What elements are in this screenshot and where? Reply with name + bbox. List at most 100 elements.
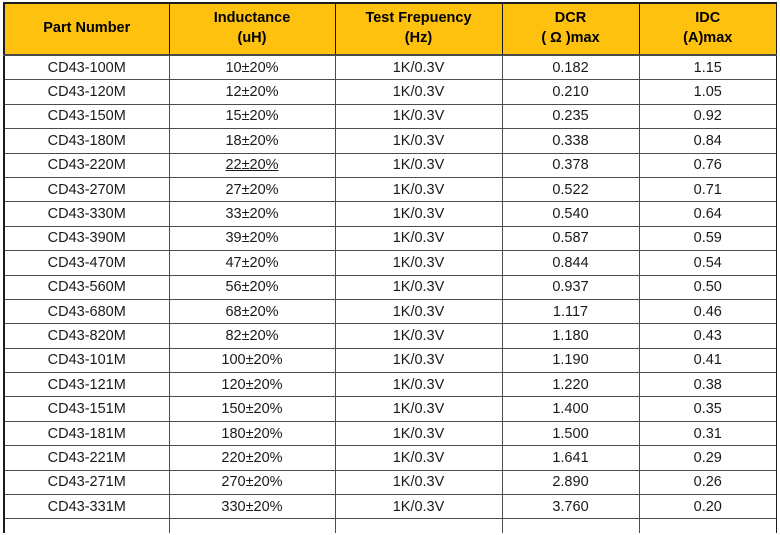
cell-idc: 0.29	[638, 445, 777, 471]
cell-test-frequency: 1K/0.3V	[334, 79, 503, 105]
col-header-line2: (uH)	[237, 30, 267, 46]
cell-test-frequency: 1K/0.3V	[334, 225, 503, 252]
cell-part-number: CD43-100M	[3, 54, 170, 81]
cell-idc: 0.54	[638, 250, 777, 276]
table-row: CD43-390M 39±20% 1K/0.3V 0.587 0.59	[3, 225, 777, 252]
col-header-line2: (Hz)	[404, 30, 433, 46]
cell-dcr: 0.378	[501, 152, 640, 178]
cell-idc: 0.76	[638, 152, 777, 178]
cutoff-row	[3, 518, 777, 534]
col-header-line1: Inductance	[213, 10, 291, 27]
cell-inductance: 10±20%	[168, 54, 336, 81]
cell-inductance: 120±20%	[168, 372, 336, 398]
cell-test-frequency: 1K/0.3V	[334, 396, 503, 422]
cell-test-frequency	[334, 518, 503, 534]
cell-inductance: 270±20%	[168, 469, 336, 496]
cell-part-number: CD43-390M	[3, 225, 170, 252]
table-row: CD43-560M 56±20% 1K/0.3V 0.937 0.50	[3, 274, 777, 300]
col-header-line2: ( Ω )max	[541, 30, 600, 46]
table-row: CD43-330M 33±20% 1K/0.3V 0.540 0.64	[3, 201, 777, 227]
cell-test-frequency: 1K/0.3V	[334, 274, 503, 300]
cell-part-number: CD43-181M	[3, 420, 170, 447]
table-row: CD43-220M 22±20% 1K/0.3V 0.378 0.76	[3, 152, 777, 178]
table-row: CD43-180M 18±20% 1K/0.3V 0.338 0.84	[3, 128, 777, 154]
cell-test-frequency: 1K/0.3V	[334, 469, 503, 496]
table-row: CD43-100M 10±20% 1K/0.3V 0.182 1.15	[3, 54, 777, 81]
cell-test-frequency: 1K/0.3V	[334, 494, 503, 520]
cell-dcr: 0.587	[501, 225, 640, 252]
table-row: CD43-270M 27±20% 1K/0.3V 0.522 0.71	[3, 176, 777, 203]
table-row: CD43-470M 47±20% 1K/0.3V 0.844 0.54	[3, 250, 777, 276]
cell-part-number: CD43-560M	[3, 274, 170, 300]
table-row: CD43-271M 270±20% 1K/0.3V 2.890 0.26	[3, 469, 777, 496]
cell-idc	[638, 518, 777, 534]
cell-inductance: 12±20%	[168, 79, 336, 105]
cell-part-number: CD43-330M	[3, 201, 170, 227]
table-body: CD43-100M 10±20% 1K/0.3V 0.182 1.15 CD43…	[3, 54, 777, 534]
cell-part-number: CD43-680M	[3, 298, 170, 325]
col-header-line1: Test Frepuency	[365, 10, 472, 27]
cell-idc: 0.64	[638, 201, 777, 227]
cell-inductance: 180±20%	[168, 420, 336, 447]
cell-test-frequency: 1K/0.3V	[334, 372, 503, 398]
cell-part-number: CD43-271M	[3, 469, 170, 496]
cell-test-frequency: 1K/0.3V	[334, 128, 503, 154]
cell-test-frequency: 1K/0.3V	[334, 347, 503, 374]
cell-inductance: 330±20%	[168, 494, 336, 520]
cell-inductance: 39±20%	[168, 225, 336, 252]
col-header-test-frequency: Test Frepuency (Hz)	[334, 2, 503, 56]
cell-part-number: CD43-101M	[3, 347, 170, 374]
cell-part-number: CD43-220M	[3, 152, 170, 178]
cell-part-number: CD43-150M	[3, 103, 170, 130]
cell-inductance: 150±20%	[168, 396, 336, 422]
cell-idc: 0.46	[638, 298, 777, 325]
cell-dcr: 1.190	[501, 347, 640, 374]
cell-idc: 0.43	[638, 323, 777, 349]
cell-dcr: 1.220	[501, 372, 640, 398]
cell-inductance	[168, 518, 336, 534]
cell-idc: 1.05	[638, 79, 777, 105]
cell-inductance: 27±20%	[168, 176, 336, 203]
cell-inductance: 15±20%	[168, 103, 336, 130]
cell-dcr: 1.500	[501, 420, 640, 447]
cell-part-number	[3, 518, 170, 534]
cell-idc: 0.59	[638, 225, 777, 252]
cell-test-frequency: 1K/0.3V	[334, 152, 503, 178]
cell-test-frequency: 1K/0.3V	[334, 420, 503, 447]
cell-dcr: 0.522	[501, 176, 640, 203]
header-row: Part Number Inductance (uH) Test Frepuen…	[3, 2, 777, 56]
cell-inductance: 22±20%	[168, 152, 336, 178]
cell-test-frequency: 1K/0.3V	[334, 298, 503, 325]
cell-idc: 0.41	[638, 347, 777, 374]
cell-dcr: 1.180	[501, 323, 640, 349]
cell-part-number: CD43-820M	[3, 323, 170, 349]
cell-part-number: CD43-120M	[3, 79, 170, 105]
table-row: CD43-101M 100±20% 1K/0.3V 1.190 0.41	[3, 347, 777, 374]
cell-inductance: 18±20%	[168, 128, 336, 154]
cell-test-frequency: 1K/0.3V	[334, 323, 503, 349]
cell-dcr: 0.338	[501, 128, 640, 154]
cell-idc: 0.35	[638, 396, 777, 422]
cell-test-frequency: 1K/0.3V	[334, 176, 503, 203]
cell-dcr: 3.760	[501, 494, 640, 520]
cell-idc: 0.71	[638, 176, 777, 203]
cell-test-frequency: 1K/0.3V	[334, 103, 503, 130]
table-row: CD43-331M 330±20% 1K/0.3V 3.760 0.20	[3, 494, 777, 520]
cell-part-number: CD43-121M	[3, 372, 170, 398]
cell-inductance: 33±20%	[168, 201, 336, 227]
cell-test-frequency: 1K/0.3V	[334, 201, 503, 227]
table-row: CD43-221M 220±20% 1K/0.3V 1.641 0.29	[3, 445, 777, 471]
cell-part-number: CD43-331M	[3, 494, 170, 520]
cell-part-number: CD43-270M	[3, 176, 170, 203]
cell-inductance: 56±20%	[168, 274, 336, 300]
table-row: CD43-150M 15±20% 1K/0.3V 0.235 0.92	[3, 103, 777, 130]
col-header-line1: IDC	[695, 10, 721, 27]
cell-idc: 0.84	[638, 128, 777, 154]
cell-part-number: CD43-180M	[3, 128, 170, 154]
table-row: CD43-151M 150±20% 1K/0.3V 1.400 0.35	[3, 396, 777, 422]
cell-dcr: 2.890	[501, 469, 640, 496]
cell-dcr: 1.400	[501, 396, 640, 422]
cell-part-number: CD43-470M	[3, 250, 170, 276]
cell-dcr: 0.182	[501, 54, 640, 81]
